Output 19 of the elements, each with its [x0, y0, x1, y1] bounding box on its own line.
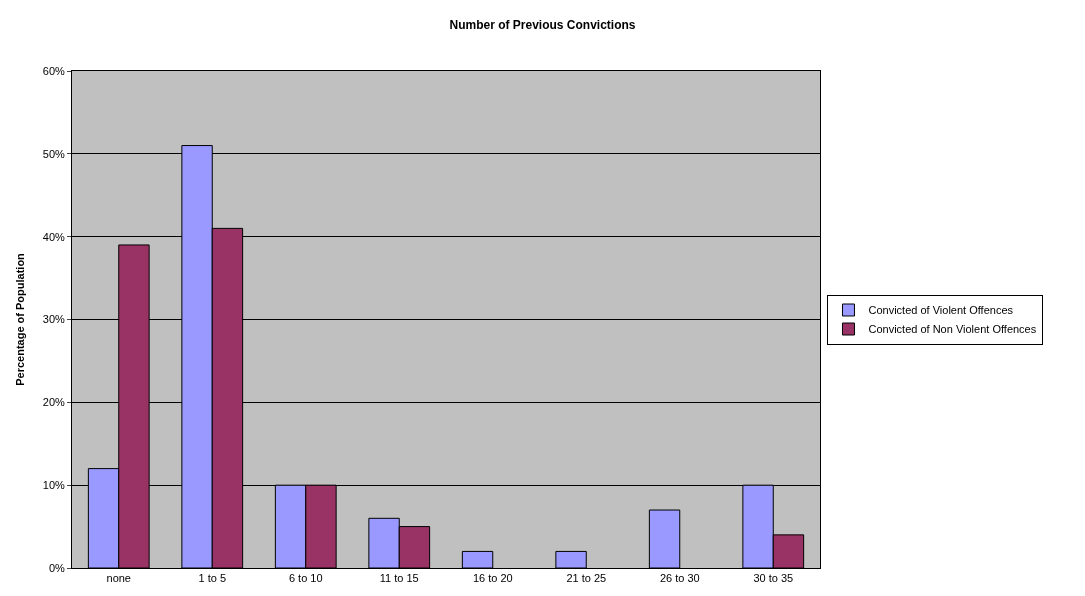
x-tick-label: 1 to 5	[198, 572, 227, 585]
y-tick-label: 20%	[42, 396, 65, 409]
x-tick-label: 21 to 25	[566, 572, 607, 585]
x-tick-label: none	[106, 572, 131, 585]
x-tick-label: 6 to 10	[288, 572, 323, 585]
legend-label: Convicted of Violent Offences	[868, 304, 1014, 317]
y-tick-label: 30%	[42, 313, 65, 326]
y-axis-title: Percentage of Population	[14, 252, 27, 386]
x-tick-label: 26 to 30	[659, 572, 700, 585]
legend-label: Convicted of Non Violent Offences	[868, 323, 1037, 336]
y-tick-label: 10%	[42, 479, 65, 492]
y-tick-label: 60%	[42, 64, 65, 77]
y-tick-label: 40%	[42, 230, 65, 243]
y-tick-label: 0%	[48, 561, 66, 574]
y-tick-label: 50%	[42, 147, 65, 160]
chart-title: Number of Previous Convictions	[449, 18, 636, 33]
x-tick-label: 30 to 35	[753, 572, 794, 585]
x-tick-label: 11 to 15	[379, 572, 419, 585]
x-tick-label: 16 to 20	[472, 572, 513, 585]
